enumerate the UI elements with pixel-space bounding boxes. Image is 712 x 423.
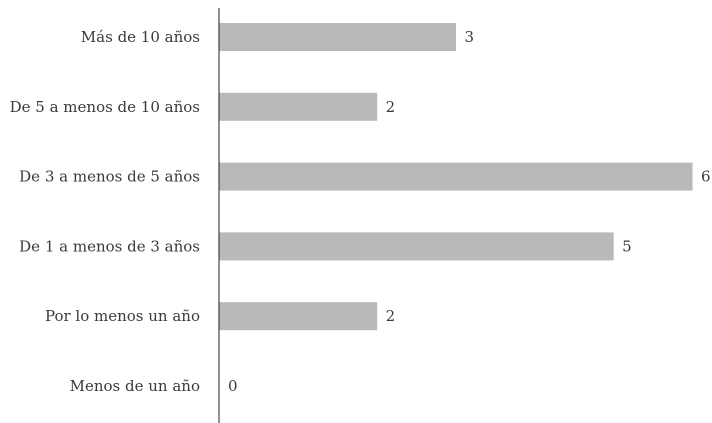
value-label: 2: [386, 307, 396, 325]
category-label: Más de 10 años: [81, 28, 200, 46]
value-label: 6: [701, 168, 711, 186]
category-label: Menos de un año: [70, 377, 200, 395]
bar: [219, 302, 378, 331]
value-label: 0: [228, 377, 238, 395]
bar: [219, 23, 456, 51]
value-label: 3: [465, 28, 475, 46]
category-label: De 3 a menos de 5 años: [19, 168, 200, 186]
value-labels-group: 3 2 6 5 2 0: [228, 28, 711, 395]
bar: [219, 162, 693, 191]
value-label: 5: [622, 237, 632, 255]
category-label: De 1 a menos de 3 años: [19, 237, 200, 255]
bars-group: [219, 23, 693, 331]
category-labels-group: Más de 10 años De 5 a menos de 10 años De …: [10, 28, 200, 395]
category-label: De 5 a menos de 10 años: [10, 98, 200, 116]
value-label: 2: [386, 98, 396, 116]
category-label: Por lo menos un año: [45, 307, 200, 325]
bar: [219, 232, 614, 261]
bar: [219, 92, 378, 121]
